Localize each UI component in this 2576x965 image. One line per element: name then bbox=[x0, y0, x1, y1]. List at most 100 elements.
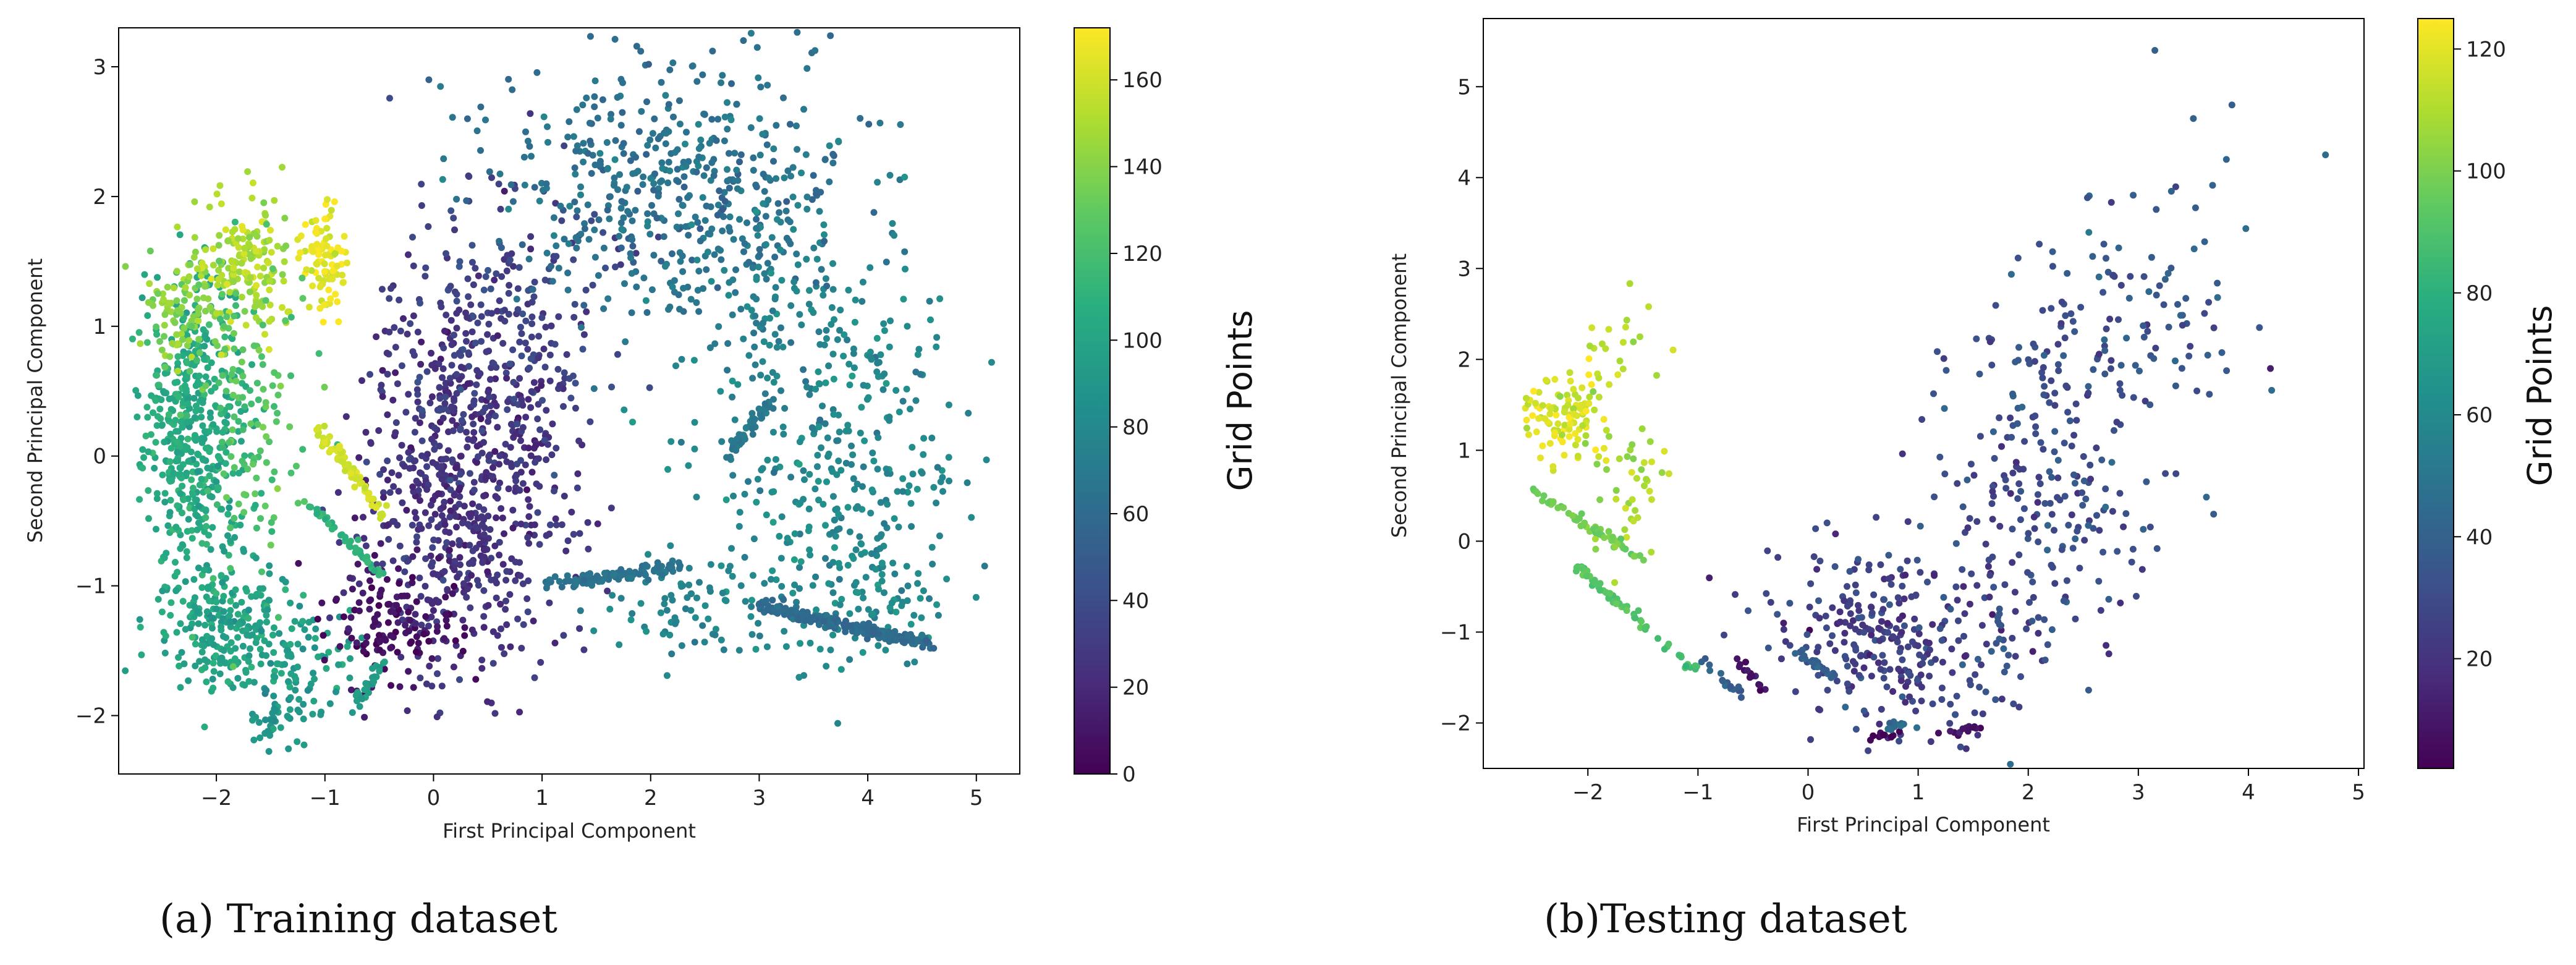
data-point bbox=[585, 236, 593, 243]
data-point bbox=[753, 44, 761, 51]
data-point bbox=[753, 498, 760, 506]
data-point bbox=[514, 461, 520, 468]
data-point bbox=[737, 151, 745, 158]
data-point bbox=[1913, 676, 1921, 684]
data-point bbox=[903, 385, 910, 393]
data-point bbox=[1605, 433, 1612, 440]
data-point bbox=[1719, 678, 1726, 684]
data-point bbox=[440, 155, 447, 163]
data-point bbox=[680, 173, 688, 181]
data-point bbox=[614, 186, 621, 193]
data-point bbox=[1896, 738, 1903, 745]
data-point bbox=[639, 181, 646, 188]
data-point bbox=[392, 629, 399, 636]
data-point bbox=[2179, 312, 2186, 319]
data-point bbox=[480, 613, 488, 620]
data-point bbox=[176, 231, 184, 239]
data-point bbox=[194, 512, 201, 520]
data-point bbox=[354, 561, 362, 568]
data-point bbox=[250, 736, 258, 744]
data-point bbox=[2178, 365, 2185, 372]
data-point bbox=[2162, 470, 2169, 477]
data-point bbox=[346, 574, 354, 582]
data-point bbox=[1816, 558, 1824, 564]
data-point bbox=[423, 368, 431, 375]
data-point bbox=[219, 444, 226, 451]
data-point bbox=[519, 241, 526, 249]
data-point bbox=[2117, 362, 2125, 369]
data-point bbox=[494, 632, 501, 639]
data-point bbox=[2143, 478, 2150, 485]
data-point bbox=[2037, 439, 2044, 446]
data-point bbox=[2025, 530, 2032, 537]
data-point bbox=[748, 603, 755, 610]
data-point bbox=[834, 720, 841, 727]
data-point bbox=[607, 116, 614, 123]
data-point bbox=[235, 418, 242, 425]
data-point bbox=[749, 264, 756, 271]
data-point bbox=[1523, 394, 1530, 402]
data-point bbox=[1575, 394, 1582, 402]
data-point bbox=[757, 83, 765, 91]
data-point bbox=[172, 417, 179, 424]
data-point bbox=[132, 387, 140, 394]
data-point bbox=[646, 384, 653, 391]
data-point bbox=[1831, 647, 1839, 654]
data-point bbox=[1617, 535, 1624, 543]
data-point bbox=[861, 437, 868, 444]
data-point bbox=[329, 267, 337, 274]
data-point bbox=[300, 592, 307, 599]
data-point bbox=[239, 373, 247, 380]
data-point bbox=[453, 291, 460, 298]
data-point bbox=[129, 335, 136, 342]
data-point bbox=[438, 682, 446, 690]
data-point bbox=[707, 561, 714, 568]
data-point bbox=[155, 290, 161, 297]
data-point bbox=[409, 483, 417, 490]
data-point bbox=[865, 619, 873, 627]
data-point bbox=[1952, 711, 1959, 718]
data-point bbox=[446, 552, 453, 559]
data-point bbox=[171, 319, 179, 326]
data-point bbox=[1622, 323, 1629, 331]
data-point bbox=[323, 665, 330, 672]
data-point bbox=[184, 435, 192, 443]
data-point bbox=[764, 82, 771, 89]
data-point bbox=[633, 283, 640, 291]
data-point bbox=[695, 121, 702, 128]
data-point bbox=[198, 396, 205, 404]
data-point bbox=[286, 706, 294, 713]
data-point bbox=[753, 320, 760, 327]
data-point bbox=[281, 661, 289, 668]
data-point bbox=[170, 469, 177, 477]
data-point bbox=[428, 613, 435, 621]
data-point bbox=[723, 454, 731, 461]
data-point bbox=[1572, 441, 1579, 449]
data-point bbox=[629, 236, 636, 244]
data-point bbox=[161, 649, 169, 657]
data-point bbox=[565, 577, 572, 584]
data-point bbox=[718, 79, 724, 87]
data-point bbox=[1579, 422, 1587, 429]
data-point bbox=[418, 202, 425, 209]
data-point bbox=[794, 261, 802, 268]
data-point bbox=[617, 566, 625, 573]
data-point bbox=[531, 184, 538, 191]
data-point bbox=[708, 159, 716, 166]
data-point bbox=[404, 558, 411, 565]
data-point bbox=[918, 614, 925, 621]
data-point bbox=[208, 275, 215, 283]
data-point bbox=[299, 446, 307, 453]
data-point bbox=[815, 423, 823, 431]
data-point bbox=[537, 659, 544, 666]
data-point bbox=[555, 265, 562, 272]
data-point bbox=[813, 187, 820, 194]
data-point bbox=[1596, 580, 1604, 587]
data-point bbox=[816, 416, 824, 423]
data-point bbox=[235, 244, 242, 251]
data-point bbox=[280, 278, 287, 285]
data-point bbox=[543, 249, 551, 257]
data-point bbox=[459, 519, 466, 527]
data-point bbox=[418, 470, 425, 477]
data-point bbox=[546, 377, 554, 385]
